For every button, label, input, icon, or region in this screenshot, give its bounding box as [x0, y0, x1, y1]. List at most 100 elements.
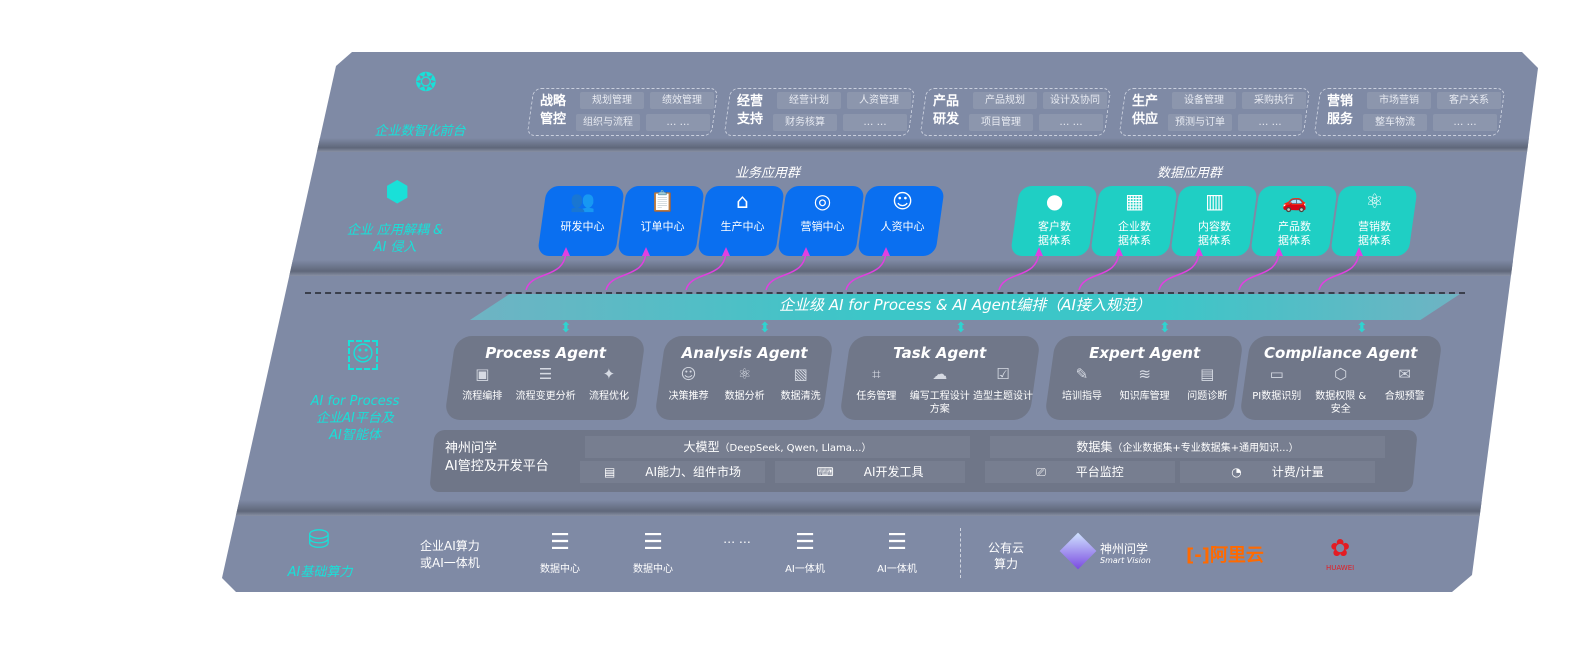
public-line: 公有云	[988, 541, 1025, 555]
agent-feature[interactable]: ⚛ 数据分析	[717, 365, 772, 403]
connector-arrow	[605, 249, 647, 291]
group-title: 经营支持	[737, 94, 764, 127]
layer-process-label: AI for Process 企业AI平台及 AI智能体	[295, 393, 415, 444]
front-chip[interactable]: … …	[646, 114, 710, 131]
person-scan-icon: ☺	[348, 340, 378, 370]
agent-feature[interactable]: ☰ 流程变更分析	[514, 365, 577, 403]
agent-inner: Task Agent ⌗ 任务管理 ☁ 编写工程设计方案 ☑ 造型主题设计	[845, 344, 1035, 416]
front-chip[interactable]: 人资管理	[847, 92, 911, 109]
agent-feature[interactable]: ▧ 数据清洗	[773, 365, 828, 403]
feature-icon: ✦	[602, 365, 616, 383]
front-chip[interactable]: … …	[1433, 114, 1497, 131]
feature-label: 决策推荐	[668, 391, 709, 402]
dataset-note: （企业数据集+专业数据集+通用知识...）	[1112, 443, 1299, 454]
front-chip[interactable]: 组织与流程	[576, 114, 640, 131]
gauge-icon: ◔	[1231, 465, 1242, 479]
front-chip[interactable]: 产品规划	[973, 92, 1037, 109]
front-chip[interactable]: 客户关系	[1437, 92, 1501, 109]
arrow-head	[882, 247, 890, 256]
feature-icon: ☁	[932, 365, 948, 383]
shenzhou-logo: 神州问学	[1100, 542, 1149, 556]
shenzhou-sub: Smart Vision	[1100, 556, 1151, 565]
dashed-line	[305, 292, 1465, 294]
arrow-head	[1275, 247, 1283, 256]
front-chip[interactable]: … …	[1039, 114, 1103, 131]
feature-icon: ☑	[996, 365, 1010, 383]
agent-card[interactable]: Task Agent ⌗ 任务管理 ☁ 编写工程设计方案 ☑ 造型主题设计	[839, 336, 1041, 420]
agent-feature[interactable]: ☁ 编写工程设计方案	[908, 365, 971, 416]
down-arrow-icon: ⬍	[1159, 320, 1171, 336]
agent-card[interactable]: Expert Agent ✎ 培训指导 ≋ 知识库管理 ▤ 问题诊断	[1044, 336, 1244, 420]
layer-process-line: AI智能体	[329, 428, 381, 443]
front-chip[interactable]: 规划管理	[580, 92, 644, 109]
feature-label: 知识库管理	[1119, 391, 1170, 402]
agent-card[interactable]: Compliance Agent ▭ PI数据识别 ⬡ 数据权限 & 安全 ✉ 合规预警	[1239, 336, 1443, 420]
enterprise-compute: 企业AI算力 或AI一体机	[420, 538, 480, 572]
monitor-icon: ⎚	[1036, 465, 1046, 479]
divider	[960, 528, 961, 578]
orchestration-banner	[470, 294, 1460, 320]
compute-label: 数据中心	[540, 564, 580, 575]
public-line: 算力	[994, 557, 1019, 571]
agent-feature[interactable]: ✦ 流程优化	[578, 365, 641, 403]
feature-label: 数据权限 & 安全	[1315, 391, 1367, 415]
front-chip[interactable]: 经营计划	[777, 92, 841, 109]
platform-name: 神州问学 AI管控及开发平台	[445, 440, 549, 476]
arrow-head	[1355, 247, 1363, 256]
agent-card[interactable]: Process Agent ▣ 流程编排 ☰ 流程变更分析 ✦ 流程优化	[444, 336, 646, 420]
divider	[222, 500, 1538, 516]
agent-feature[interactable]: ⬡ 数据权限 & 安全	[1309, 365, 1372, 416]
agent-feature[interactable]: ⌗ 任务管理	[845, 365, 908, 416]
front-chip[interactable]: 设备管理	[1172, 92, 1236, 109]
agent-feature[interactable]: ☑ 造型主题设计	[972, 365, 1035, 416]
down-arrow-icon: ⬍	[560, 320, 572, 336]
agent-feature[interactable]: ✉ 合规预警	[1373, 365, 1436, 416]
server-icon: ☰	[795, 530, 815, 555]
agent-name: Task Agent	[893, 344, 987, 362]
front-chip[interactable]: 采购执行	[1242, 92, 1306, 109]
feature-label: 培训指导	[1061, 391, 1102, 402]
tool-cell[interactable]: ⌨ AI开发工具	[775, 461, 965, 483]
agent-feature[interactable]: ≋ 知识库管理	[1114, 365, 1176, 403]
agent-name: Compliance Agent	[1264, 344, 1418, 362]
agent-feature[interactable]: ☺ 决策推荐	[661, 365, 716, 403]
market-icon: ▤	[603, 465, 616, 479]
model-label: 大模型	[683, 440, 720, 454]
tool-cell[interactable]: ◔ 计费/计量	[1180, 461, 1375, 483]
feature-icon: ▧	[793, 365, 808, 383]
tool-cell[interactable]: ▤ AI能力、组件市场	[580, 461, 765, 483]
tool-cell[interactable]: ⎚ 平台监控	[985, 461, 1175, 483]
agent-feature[interactable]: ✎ 培训指导	[1051, 365, 1113, 403]
front-chip[interactable]: … …	[843, 114, 907, 131]
compute-label: AI一体机	[877, 564, 917, 575]
agent-card[interactable]: Analysis Agent ☺ 决策推荐 ⚛ 数据分析 ▧ 数据清洗	[654, 336, 834, 420]
front-chip[interactable]: 整车物流	[1363, 114, 1427, 131]
agent-feature[interactable]: ▭ PI数据识别	[1245, 365, 1308, 416]
agent-feature[interactable]: ▤ 问题诊断	[1176, 365, 1238, 403]
aliyun-logo: [-]阿里云	[1186, 541, 1264, 567]
huawei-logo: HUAWEI	[1326, 564, 1355, 572]
front-chip[interactable]: 财务核算	[773, 114, 837, 131]
front-chip[interactable]: … …	[1238, 114, 1302, 131]
agent-feature[interactable]: ▣ 流程编排	[451, 365, 514, 403]
front-chip[interactable]: 项目管理	[969, 114, 1033, 131]
divider	[222, 138, 1538, 152]
server-icon: ☰	[643, 530, 663, 555]
feature-icon: ⌗	[872, 365, 881, 383]
front-chip[interactable]: 市场营销	[1367, 92, 1431, 109]
layer-process-line: 企业AI平台及	[316, 411, 394, 426]
feature-label: 合规预警	[1384, 391, 1425, 402]
down-arrow-icon: ⬍	[759, 320, 771, 336]
front-chip[interactable]: 绩效管理	[650, 92, 714, 109]
arrow-head	[1035, 247, 1043, 256]
feature-icon: ≋	[1138, 365, 1151, 383]
connector-arrow	[1238, 249, 1280, 291]
compute-node: ☰ 数据中心	[535, 530, 585, 575]
platform-name-line: AI管控及开发平台	[445, 459, 549, 474]
arrow-head	[562, 247, 570, 256]
front-chip[interactable]: 设计及协同	[1043, 92, 1107, 109]
front-chip[interactable]: 预测与订单	[1168, 114, 1232, 131]
agent-features: ▣ 流程编排 ☰ 流程变更分析 ✦ 流程优化	[451, 365, 641, 403]
down-arrow-icon: ⬍	[1356, 320, 1368, 336]
